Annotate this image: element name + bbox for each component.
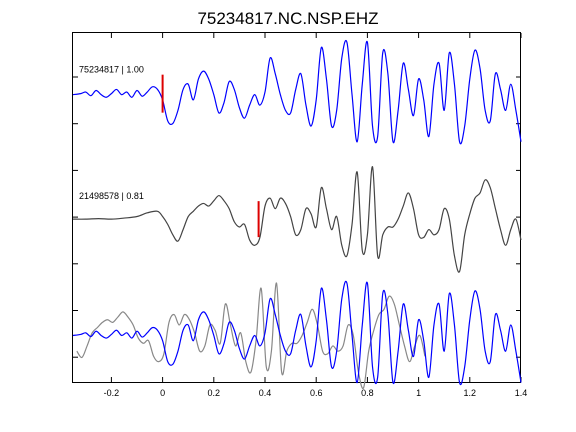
trace-overlay-primary bbox=[72, 280, 522, 386]
x-tick-label: 0 bbox=[160, 388, 165, 398]
plot-frame bbox=[72, 32, 521, 383]
trace-secondary bbox=[72, 166, 522, 273]
x-tick-label: 0.2 bbox=[208, 388, 221, 398]
trace-panels: 75234817 | 1.00 21498578 | 0.81 bbox=[72, 39, 522, 390]
x-tick-label: -0.2 bbox=[104, 388, 120, 398]
x-tick-label: 0.4 bbox=[259, 388, 272, 398]
trace-label-secondary: 21498578 | 0.81 bbox=[79, 191, 144, 201]
x-tick-label: 1 bbox=[416, 388, 421, 398]
trace-primary bbox=[72, 39, 522, 145]
plot-title: 75234817.NC.NSP.EHZ bbox=[197, 9, 378, 28]
x-tick-labels: -0.2 0 0.2 0.4 0.6 0.8 1 1.2 1.4 bbox=[104, 388, 528, 398]
x-tick-label: 0.8 bbox=[361, 388, 374, 398]
trace-overlay-secondary bbox=[76, 282, 426, 390]
x-tick-label: 1.2 bbox=[464, 388, 477, 398]
x-tick-label: 1.4 bbox=[515, 388, 528, 398]
trace-label-primary: 75234817 | 1.00 bbox=[79, 65, 144, 75]
x-tick-label: 0.6 bbox=[310, 388, 323, 398]
